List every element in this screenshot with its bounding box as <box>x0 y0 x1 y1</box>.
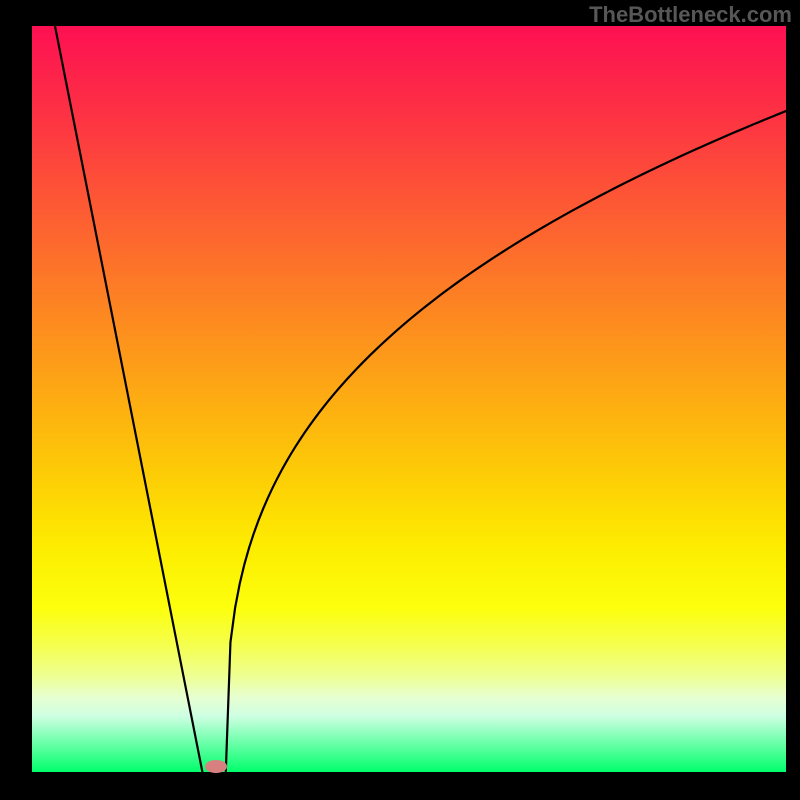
curve-layer <box>32 26 786 772</box>
watermark-text: TheBottleneck.com <box>589 2 792 28</box>
bottleneck-curve <box>55 26 786 772</box>
chart-container: TheBottleneck.com <box>0 0 800 800</box>
plot-area <box>32 26 786 772</box>
minimum-marker <box>205 760 227 773</box>
